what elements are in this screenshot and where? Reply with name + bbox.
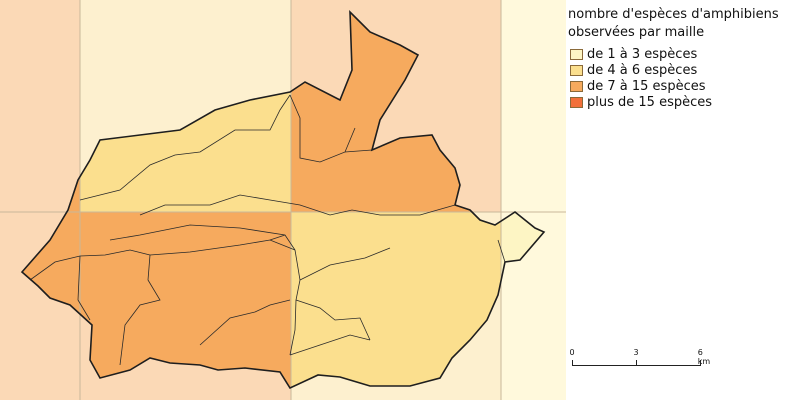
scale-tick: [572, 360, 573, 366]
legend-label: de 7 à 15 espèces: [587, 78, 706, 94]
legend-item-7-15: de 7 à 15 espèces: [570, 78, 712, 94]
commune-boundaries: [29, 94, 506, 366]
scale-tick: [636, 360, 637, 366]
legend-swatch: [570, 64, 583, 76]
legend-item-15-plus: plus de 15 espèces: [570, 94, 712, 110]
grid-cell: [0, 0, 80, 212]
grid-cell: [501, 0, 566, 212]
scale-label-0: 0: [569, 348, 575, 357]
scale-label-6km: 6 km: [697, 348, 711, 366]
territory-outline: [20, 9, 546, 390]
legend-item-4-6: de 4 à 6 espèces: [570, 62, 712, 78]
grid-fill: [80, 212, 291, 388]
legend-label: plus de 15 espèces: [587, 94, 713, 110]
scale-tick: [700, 360, 701, 366]
scale-bar: 0 3 6 km: [566, 348, 716, 378]
scale-label-3: 3: [633, 348, 639, 357]
legend-title-line1: nombre d'espèces d'amphibiens: [568, 7, 779, 22]
legend-swatch: [570, 48, 583, 60]
legend-item-1-3: de 1 à 3 espèces: [570, 46, 712, 62]
legend-swatch: [570, 96, 583, 108]
map-canvas: [0, 0, 566, 400]
legend-label: de 1 à 3 espèces: [587, 46, 698, 62]
legend-title-line2: observées par maille: [568, 25, 705, 40]
legend-title: nombre d'espèces d'amphibiens observées …: [568, 6, 790, 42]
legend-label: de 4 à 6 espèces: [587, 62, 698, 78]
legend: de 1 à 3 espèces de 4 à 6 espèces de 7 à…: [570, 46, 712, 110]
legend-swatch: [570, 80, 583, 92]
